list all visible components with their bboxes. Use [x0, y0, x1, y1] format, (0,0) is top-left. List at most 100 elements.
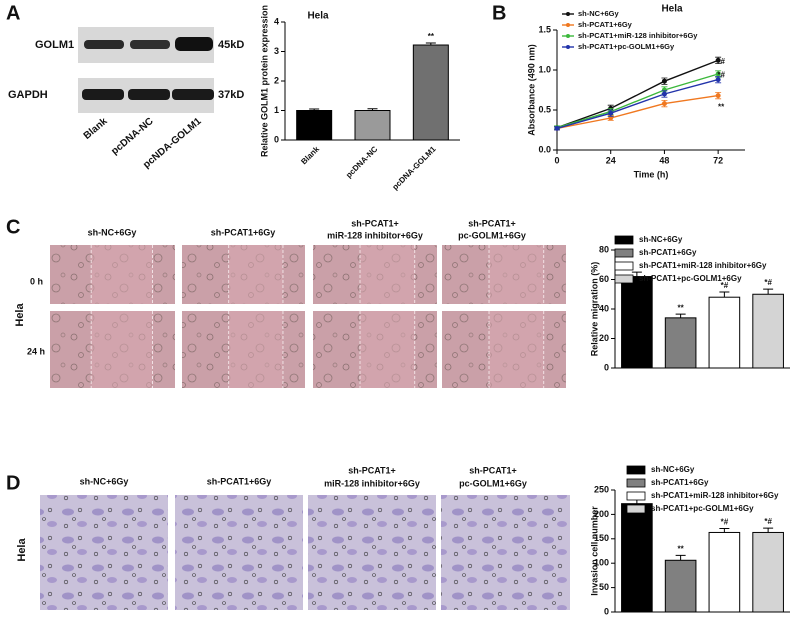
y-tick-label: 1.5 [538, 24, 551, 34]
legend-marker [566, 45, 570, 49]
panel-label: A [6, 2, 20, 24]
marker [715, 93, 721, 99]
column-header: pc-GOLM1+6Gy [458, 230, 526, 240]
y-tick-label: 50 [599, 582, 609, 592]
legend-marker [566, 34, 570, 38]
significance: ** [678, 303, 685, 312]
wound-gap [228, 245, 283, 304]
legend-label: sh-NC+6Gy [651, 465, 695, 474]
x-axis-label: Time (h) [634, 169, 669, 179]
y-tick-label: 2 [274, 75, 279, 85]
significance: *# [764, 278, 772, 287]
legend-swatch [614, 274, 634, 284]
bar [412, 44, 449, 141]
error-bar [631, 271, 642, 277]
column-header: pc-GOLM1+6Gy [459, 478, 527, 488]
y-tick-label: 200 [594, 509, 609, 519]
error-bar [425, 42, 436, 46]
significance: *# [721, 281, 729, 290]
error-bar [367, 108, 378, 111]
line [556, 94, 719, 130]
column-header: sh-PCAT1+ [351, 218, 399, 228]
error-bar [719, 528, 730, 533]
significance: *# [717, 71, 725, 80]
cell-line-label: Hela [16, 538, 28, 562]
x-tick-label: 72 [713, 155, 723, 165]
column-header: sh-NC+6Gy [88, 227, 137, 237]
y-axis-label: Absorbance (490 nm) [526, 44, 536, 136]
bar [621, 503, 653, 613]
band [84, 40, 124, 49]
y-tick-label: 80 [599, 244, 609, 254]
x-tick-label: Blank [299, 144, 321, 166]
lane-label: Blank [82, 116, 110, 142]
y-tick-label: 150 [594, 533, 609, 543]
wound-gap [489, 311, 544, 388]
y-tick-label: 0 [604, 606, 609, 616]
x-tick-label: pcDNA-GOLM1 [391, 144, 439, 192]
column-header: sh-PCAT1+6Gy [211, 227, 276, 237]
y-tick-label: 0 [274, 134, 279, 144]
y-axis-label: Relative GOLM1 protein expression [259, 5, 269, 157]
band-label: GAPDH [8, 89, 48, 101]
bar [708, 531, 741, 613]
y-tick-label: 0.0 [538, 144, 551, 154]
x-tick-label: 24 [606, 155, 616, 165]
legend-swatch [614, 235, 634, 245]
line [556, 59, 719, 129]
wound-gap [360, 245, 415, 304]
error-bar [675, 554, 686, 561]
micrograph [175, 495, 303, 610]
wound-gap [360, 311, 415, 388]
y-tick-label: 250 [594, 484, 609, 494]
y-axis-label: Invasion cell number [589, 506, 599, 596]
y-tick-label: 20 [599, 333, 609, 343]
y-tick-label: 40 [599, 303, 609, 313]
wound-gap [228, 311, 283, 388]
column-header: sh-PCAT1+ [469, 465, 517, 475]
bar [296, 110, 333, 141]
column-header: miR-128 inhibitor+6Gy [327, 230, 423, 240]
y-tick-label: 1.0 [538, 64, 551, 74]
x-tick-label: pcDNA-NC [344, 144, 379, 179]
y-tick-label: 0.5 [538, 104, 551, 114]
legend-swatch [614, 261, 634, 271]
legend-label: sh-NC+6Gy [578, 9, 619, 18]
significance: *# [721, 518, 729, 527]
legend-label: sh-PCAT1+pc-GOLM1+6Gy [639, 274, 742, 283]
legend-marker [566, 12, 570, 16]
band [130, 40, 170, 49]
column-header: sh-PCAT1+6Gy [207, 476, 272, 486]
migration-images [50, 245, 566, 388]
legend-label: sh-PCAT1+miR-128 inhibitor+6Gy [578, 31, 698, 40]
band-label: GOLM1 [35, 39, 74, 51]
panel-label: D [6, 472, 20, 494]
bar [664, 559, 697, 613]
legend-label: sh-PCAT1+6Gy [578, 20, 633, 29]
x-tick-label: 0 [554, 155, 559, 165]
bar [708, 296, 741, 369]
band [175, 37, 213, 51]
legend-label: sh-NC+6Gy [639, 235, 683, 244]
y-tick-label: 1 [274, 105, 279, 115]
legend-label: sh-PCAT1+pc-GOLM1+6Gy [578, 42, 675, 51]
significance: ** [718, 103, 725, 112]
bar [752, 531, 784, 613]
band [82, 89, 124, 100]
micrograph [441, 495, 570, 610]
column-header: sh-PCAT1+ [348, 465, 396, 475]
size-label: 37kD [218, 89, 244, 101]
legend-swatch [626, 504, 646, 514]
significance: ** [428, 32, 435, 41]
marker [608, 110, 614, 116]
marker [661, 101, 667, 107]
row-label: 24 h [27, 346, 45, 356]
micrograph [40, 495, 168, 610]
legend-swatch [626, 465, 646, 475]
bar [664, 317, 697, 369]
y-tick-label: 4 [274, 16, 279, 26]
significance: *# [717, 57, 725, 66]
chart-title: Hela [307, 11, 329, 22]
